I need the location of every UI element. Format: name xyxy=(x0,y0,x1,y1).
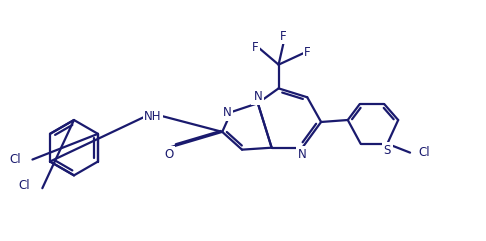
Text: Cl: Cl xyxy=(9,153,20,166)
Text: F: F xyxy=(252,41,259,54)
Text: N: N xyxy=(223,106,231,119)
Text: O: O xyxy=(164,148,174,161)
Text: N: N xyxy=(298,148,307,161)
Text: S: S xyxy=(383,144,391,157)
Text: N: N xyxy=(254,90,262,103)
Text: F: F xyxy=(280,30,287,43)
Text: F: F xyxy=(304,46,311,59)
Text: Cl: Cl xyxy=(418,146,430,159)
Text: Cl: Cl xyxy=(19,179,31,192)
Text: NH: NH xyxy=(144,110,162,123)
